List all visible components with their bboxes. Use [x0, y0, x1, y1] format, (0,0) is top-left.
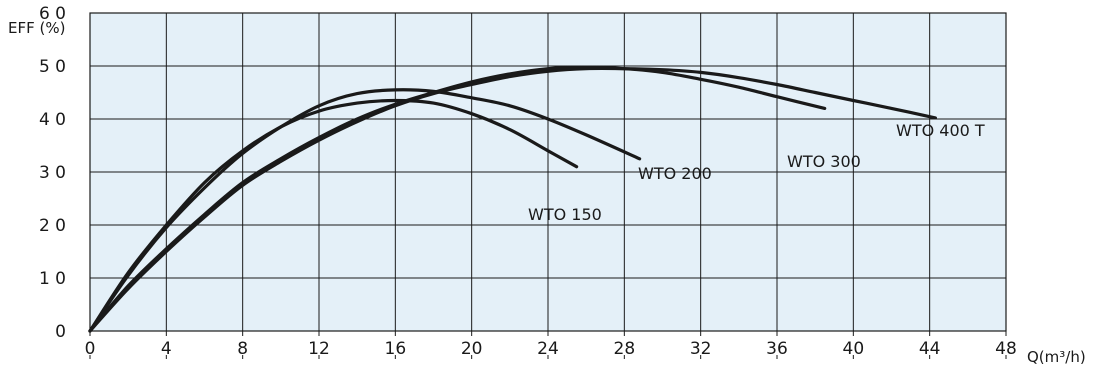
series-label-wto-150: WTO 150 — [528, 205, 602, 224]
x-tick-label: 4 — [161, 339, 172, 359]
series-labels: WTO 150 WTO 200 WTO 300 WTO 400 T — [528, 121, 985, 224]
series-line-wto-400-t — [88, 66, 937, 333]
y-axis-title: EFF (%) — [8, 19, 65, 37]
grid — [90, 13, 1006, 331]
y-tick-label: 2 0 — [39, 216, 66, 236]
series-label-wto-200: WTO 200 — [638, 164, 712, 183]
series-label-wto-300: WTO 300 — [787, 152, 861, 171]
x-tick-label: 44 — [919, 339, 941, 359]
x-tick-label: 16 — [385, 339, 407, 359]
x-tick-label: 36 — [766, 339, 788, 359]
y-tick-label: 6 0 — [39, 4, 66, 24]
y-tick-label: 0 — [55, 322, 66, 342]
y-tick-label: 1 0 — [39, 269, 66, 289]
x-tick-label: 48 — [995, 339, 1017, 359]
y-tick-label: 3 0 — [39, 163, 66, 183]
x-tick-label: 40 — [843, 339, 865, 359]
series-line-wto-200 — [88, 88, 642, 333]
x-tick-label: 24 — [537, 339, 559, 359]
series-line-wto-300 — [88, 65, 827, 333]
x-tick-label: 28 — [614, 339, 636, 359]
x-tick-label: 20 — [461, 339, 483, 359]
y-tick-label: 4 0 — [39, 110, 66, 130]
y-tick-label: 5 0 — [39, 57, 66, 77]
series-label-wto-400-t: WTO 400 T — [896, 121, 985, 140]
x-tick-label: 8 — [237, 339, 248, 359]
x-tick-label: 32 — [690, 339, 712, 359]
x-axis-ticks: 0 4 8 12 16 20 24 28 32 36 40 44 48 — [85, 331, 1017, 359]
series-lines — [88, 65, 937, 333]
x-tick-label: 0 — [85, 339, 96, 359]
x-axis-title: Q(m³/h) — [1027, 348, 1086, 366]
series-line-wto-150 — [88, 98, 579, 333]
y-axis-ticks: 0 1 0 2 0 3 0 4 0 5 0 6 0 — [39, 4, 66, 342]
x-tick-label: 12 — [308, 339, 330, 359]
